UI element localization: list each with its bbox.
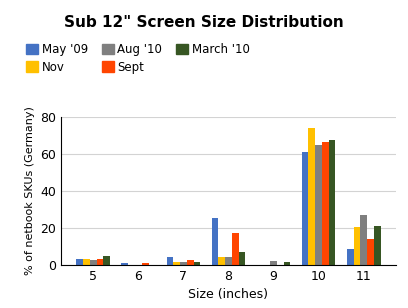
Y-axis label: % of netbook SKUs (Germany): % of netbook SKUs (Germany) xyxy=(25,107,35,275)
Bar xyxy=(284,262,290,265)
Bar xyxy=(122,263,128,265)
Bar xyxy=(232,233,239,265)
Bar xyxy=(322,142,329,265)
Bar xyxy=(315,145,322,265)
Bar xyxy=(104,256,110,265)
Bar xyxy=(353,227,360,265)
Bar xyxy=(308,128,315,265)
Bar xyxy=(360,215,367,265)
Bar xyxy=(347,249,353,265)
Bar xyxy=(367,239,374,265)
Bar xyxy=(302,152,308,265)
Bar xyxy=(90,260,97,265)
Bar xyxy=(173,262,180,265)
Bar xyxy=(166,257,173,265)
Bar xyxy=(212,218,218,265)
Bar xyxy=(329,140,335,265)
Bar xyxy=(239,252,245,265)
Text: Sub 12" Screen Size Distribution: Sub 12" Screen Size Distribution xyxy=(64,15,344,30)
Bar xyxy=(218,257,225,265)
Bar xyxy=(187,260,193,265)
Bar xyxy=(270,261,277,265)
Bar xyxy=(374,226,381,265)
X-axis label: Size (inches): Size (inches) xyxy=(188,288,268,301)
Bar xyxy=(225,257,232,265)
Bar xyxy=(76,259,83,265)
Bar xyxy=(193,262,200,265)
Bar xyxy=(83,259,90,265)
Bar xyxy=(142,263,149,265)
Legend: May '09, Nov, Aug '10, Sept, March '10: May '09, Nov, Aug '10, Sept, March '10 xyxy=(26,43,250,74)
Bar xyxy=(180,262,187,265)
Bar xyxy=(97,259,104,265)
